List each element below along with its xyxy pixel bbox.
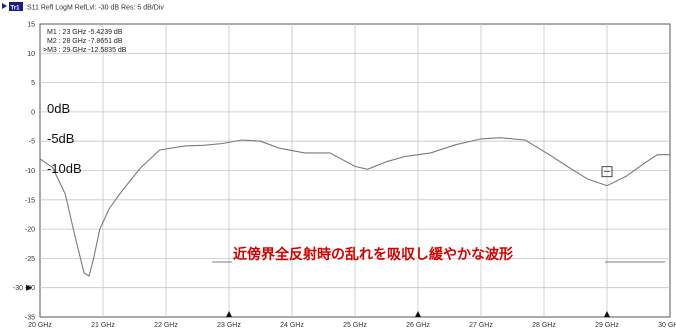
marker-triangle-icon: [415, 311, 421, 317]
y-tick-label: -35: [25, 315, 35, 322]
x-tick-label: 20 GHz: [28, 322, 52, 329]
trace-settings-label: S11 Refl LogM RefLvl: -30 dB Res: 5 dB/D…: [27, 5, 164, 12]
x-axis: 20 GHz 21 GHz 22 GHz 23 GHz 24 GHz 25 GHz 26 G…: [28, 311, 676, 329]
overlay-annotations: 0dB -5dB -10dB 近傍界全反射時の乱れを吸収し緩やかな波形: [47, 101, 513, 262]
s11-trace: [39, 137, 670, 277]
y-tick-label: 15: [27, 22, 35, 29]
chart-header: Tr1 S11 Refl LogM RefLvl: -30 dB Res: 5 …: [2, 2, 164, 12]
y-tick-label: 0: [31, 109, 35, 116]
grid: [40, 24, 670, 317]
annotation-0db: 0dB: [47, 101, 70, 116]
trace-arrow-icon: [2, 3, 7, 9]
ref-level-arrow-icon: [26, 284, 32, 291]
annotation-note: 近傍界全反射時の乱れを吸収し緩やかな波形: [233, 246, 513, 262]
x-tick-label: 29 GHz: [595, 322, 619, 329]
marker-readout: M1 : 23 GHz -5.4239 dB M2 : 28 GHz -7.86…: [43, 29, 127, 54]
y-tick-label: -5: [29, 139, 35, 146]
y-tick-label: -20: [25, 227, 35, 234]
marker-readout-m3: >M3 : 29 GHz -12.5835 dB: [43, 47, 127, 54]
y-tick-label: 10: [27, 51, 35, 58]
x-tick-label: 23 GHz: [217, 322, 241, 329]
annotation-minus5db: -5dB: [47, 131, 74, 146]
trace-badge-label: Tr1: [11, 6, 21, 12]
marker-readout-m1: M1 : 23 GHz -5.4239 dB: [47, 29, 123, 36]
x-tick-label: 21 GHz: [91, 322, 115, 329]
x-tick-label: 22 GHz: [154, 322, 178, 329]
trace-badge[interactable]: [9, 2, 23, 11]
marker-layer: [212, 166, 665, 263]
x-tick-label: 24 GHz: [280, 322, 304, 329]
marker-triangle-icon: [604, 311, 610, 317]
x-tick-label: 30 GHz: [658, 322, 676, 329]
ref-level-label: -30: [13, 285, 23, 292]
active-marker-box: [601, 166, 613, 178]
x-tick-label: 28 GHz: [532, 322, 556, 329]
marker-readout-m2: M2 : 28 GHz -7.8651 dB: [47, 38, 123, 45]
annotation-minus10db: -10dB: [47, 161, 82, 176]
x-tick-label: 26 GHz: [406, 322, 430, 329]
marker-triangle-icon: [226, 311, 232, 317]
y-tick-label: 5: [31, 80, 35, 87]
y-tick-label: -15: [25, 197, 35, 204]
x-tick-label: 25 GHz: [343, 322, 367, 329]
y-tick-label: -25: [25, 256, 35, 263]
y-tick-label: -10: [25, 168, 35, 175]
x-tick-label: 27 GHz: [469, 322, 493, 329]
